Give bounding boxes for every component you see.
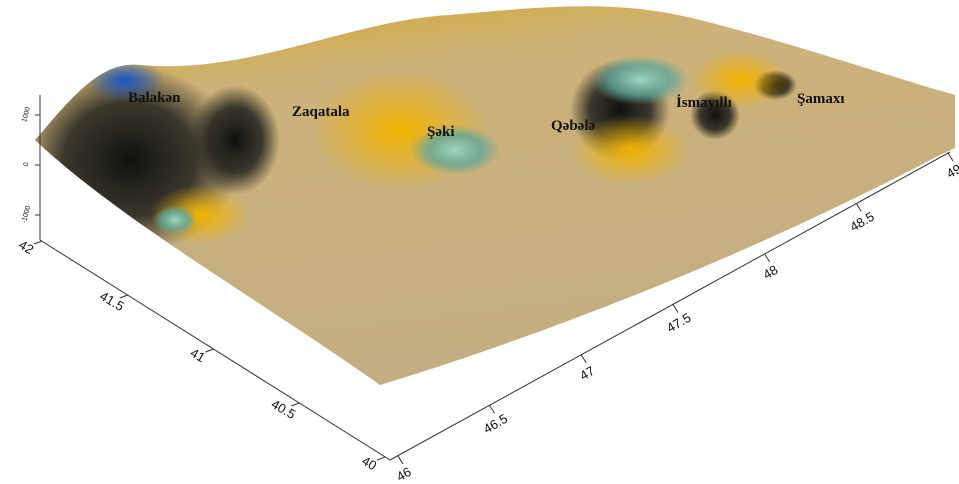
x-tick-label: 46.5 [481, 411, 510, 437]
z-tick-label: -1000 [21, 205, 32, 224]
x-tick-label: 46 [394, 464, 414, 484]
place-label: Balakən [128, 90, 181, 106]
z-tick-label: 0 [23, 162, 31, 168]
y-tick [119, 294, 128, 299]
x-tick-label: 49 [944, 161, 959, 181]
place-label: Şəki [427, 124, 455, 140]
x-tick [764, 253, 771, 263]
y-tick-label: 42 [16, 237, 36, 257]
x-tick-label: 47.5 [664, 310, 693, 336]
y-tick-label: 41 [188, 345, 208, 365]
y-tick [291, 402, 300, 407]
z-tick-label: 1000 [21, 106, 32, 123]
x-tick-label: 47 [577, 363, 597, 383]
x-tick [947, 152, 954, 162]
y-tick [205, 348, 214, 353]
surface [35, 6, 955, 385]
place-label: Zaqatala [292, 104, 350, 120]
y-tick [376, 456, 386, 461]
place-label: İsmayıllı [676, 94, 732, 111]
x-tick-label: 48 [760, 262, 780, 282]
x-tick-label: 48.5 [847, 209, 876, 235]
y-tick-label: 40 [359, 453, 379, 473]
x-tick [397, 455, 404, 465]
y-tick [33, 240, 43, 245]
x-tick [580, 354, 587, 364]
place-label: Şamaxı [797, 91, 845, 107]
y-tick-label: 40.5 [269, 396, 298, 422]
x-tick [855, 203, 862, 212]
x-tick [672, 304, 679, 313]
x-tick [489, 405, 496, 414]
place-label: Qəbələ [551, 118, 595, 134]
y-axis-line [39, 239, 391, 461]
